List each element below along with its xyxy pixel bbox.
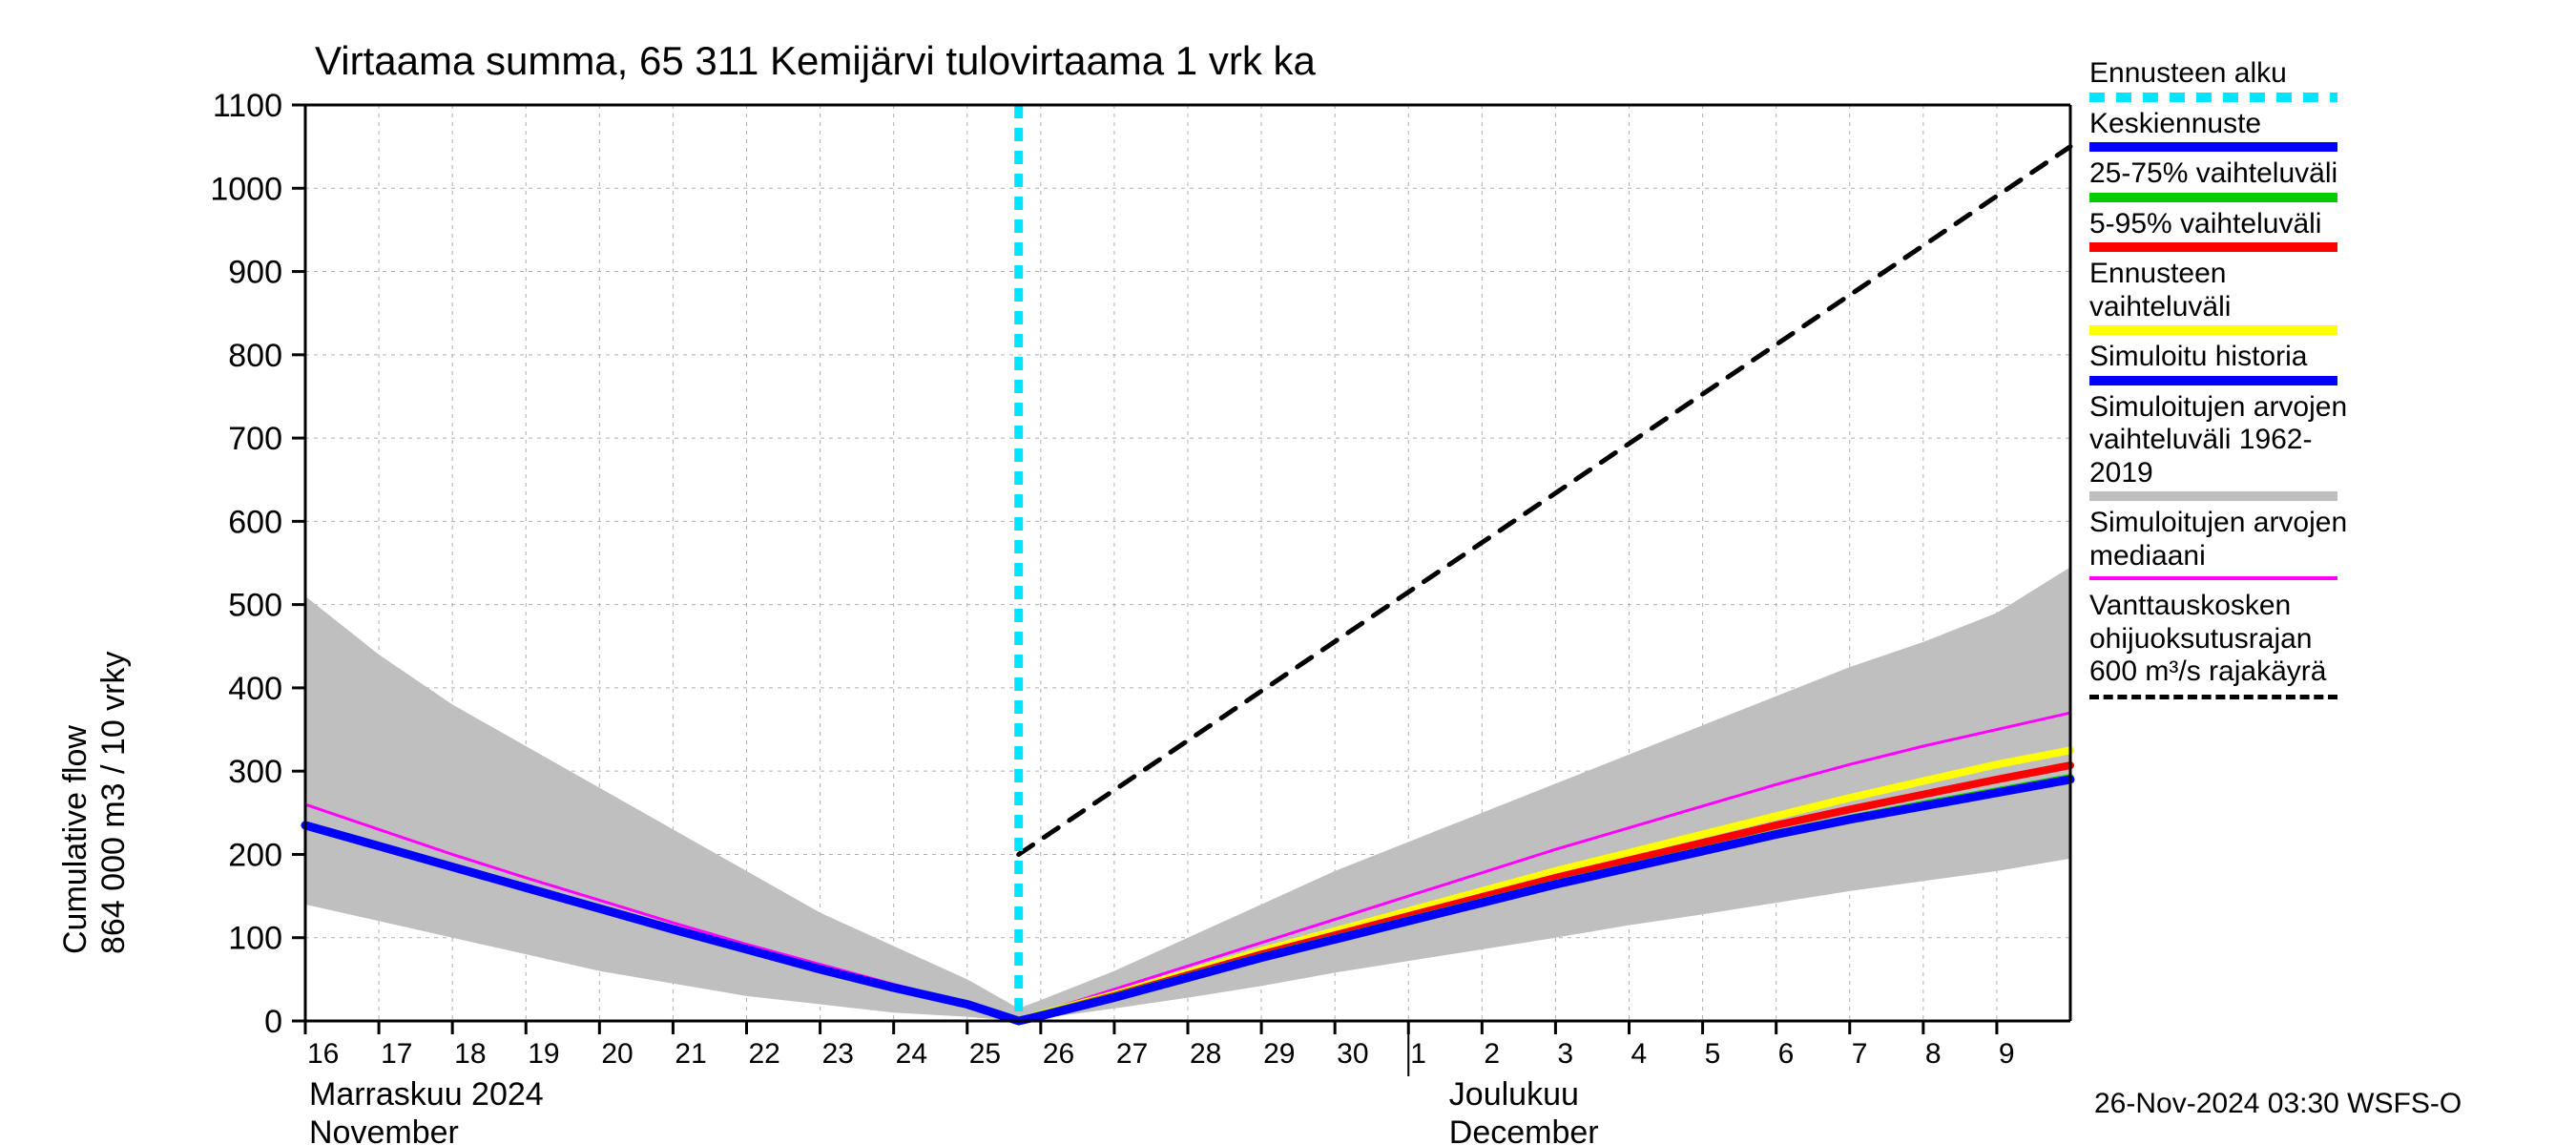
svg-text:7: 7	[1852, 1038, 1868, 1070]
svg-text:Marraskuu 2024: Marraskuu 2024	[309, 1076, 544, 1113]
svg-text:300: 300	[228, 754, 282, 790]
svg-text:9: 9	[1999, 1038, 2015, 1070]
svg-text:100: 100	[228, 921, 282, 957]
svg-text:Joulukuu: Joulukuu	[1449, 1076, 1579, 1113]
svg-text:23: 23	[822, 1038, 854, 1070]
svg-text:29: 29	[1263, 1038, 1295, 1070]
svg-text:1: 1	[1410, 1038, 1426, 1070]
svg-text:November: November	[309, 1114, 459, 1145]
svg-text:1000: 1000	[210, 171, 282, 207]
svg-text:4: 4	[1631, 1038, 1648, 1070]
legend-item: Vanttauskosken ohijuoksutusrajan 600 m³/…	[2089, 590, 2376, 699]
svg-text:600: 600	[228, 504, 282, 540]
svg-text:900: 900	[228, 255, 282, 291]
svg-text:24: 24	[896, 1038, 927, 1070]
svg-text:6: 6	[1778, 1038, 1795, 1070]
legend-label: Ennusteen alku	[2089, 57, 2376, 91]
svg-text:16: 16	[307, 1038, 339, 1070]
legend-swatch	[2089, 193, 2337, 202]
legend-swatch	[2089, 695, 2337, 699]
chart-title: Virtaama summa, 65 311 Kemijärvi tulovir…	[315, 38, 1316, 84]
svg-text:26: 26	[1043, 1038, 1074, 1070]
svg-text:25: 25	[969, 1038, 1001, 1070]
svg-text:3: 3	[1557, 1038, 1573, 1070]
svg-text:0: 0	[264, 1004, 282, 1040]
legend-item: Ennusteen alku	[2089, 57, 2376, 102]
svg-text:17: 17	[381, 1038, 412, 1070]
svg-text:700: 700	[228, 421, 282, 457]
svg-text:400: 400	[228, 671, 282, 707]
svg-text:30: 30	[1337, 1038, 1368, 1070]
legend-label: Ennusteen vaihteluväli	[2089, 258, 2376, 323]
svg-text:5: 5	[1705, 1038, 1721, 1070]
svg-text:22: 22	[749, 1038, 780, 1070]
legend-item: Ennusteen vaihteluväli	[2089, 258, 2376, 335]
legend-label: Simuloitujen arvojen mediaani	[2089, 507, 2376, 572]
svg-text:800: 800	[228, 338, 282, 374]
svg-text:21: 21	[675, 1038, 706, 1070]
legend-item: Simuloitujen arvojen mediaani	[2089, 507, 2376, 580]
legend-label: Simuloitujen arvojen vaihteluväli 1962-2…	[2089, 391, 2376, 490]
svg-text:2: 2	[1484, 1038, 1500, 1070]
svg-text:28: 28	[1190, 1038, 1221, 1070]
legend-item: Keskiennuste	[2089, 108, 2376, 153]
svg-text:8: 8	[1925, 1038, 1942, 1070]
y-axis-label-1: Cumulative flow	[57, 725, 94, 954]
svg-text:19: 19	[528, 1038, 559, 1070]
svg-text:18: 18	[454, 1038, 486, 1070]
legend-label: Vanttauskosken ohijuoksutusrajan 600 m³/…	[2089, 590, 2376, 689]
legend-label: Simuloitu historia	[2089, 341, 2376, 374]
svg-text:500: 500	[228, 588, 282, 624]
svg-text:1100: 1100	[213, 88, 282, 124]
chart-container: Virtaama summa, 65 311 Kemijärvi tulovir…	[0, 0, 2576, 1145]
legend-swatch	[2089, 491, 2337, 501]
y-axis-label-2: 864 000 m3 / 10 vrky	[95, 651, 133, 954]
legend-swatch	[2089, 93, 2337, 102]
legend-item: 5-95% vaihteluväli	[2089, 208, 2376, 253]
legend-label: 5-95% vaihteluväli	[2089, 208, 2376, 241]
legend-swatch	[2089, 376, 2337, 385]
svg-text:20: 20	[601, 1038, 633, 1070]
legend-item: 25-75% vaihteluväli	[2089, 157, 2376, 202]
legend-swatch	[2089, 576, 2337, 580]
legend-swatch	[2089, 242, 2337, 252]
legend: Ennusteen alku Keskiennuste 25-75% vaihtel…	[2089, 57, 2376, 709]
legend-label: 25-75% vaihteluväli	[2089, 157, 2376, 191]
svg-text:200: 200	[228, 837, 282, 873]
legend-item: Simuloitu historia	[2089, 341, 2376, 385]
legend-swatch	[2089, 325, 2337, 335]
legend-item: Simuloitujen arvojen vaihteluväli 1962-2…	[2089, 391, 2376, 502]
legend-label: Keskiennuste	[2089, 108, 2376, 141]
timestamp: 26-Nov-2024 03:30 WSFS-O	[2094, 1088, 2462, 1120]
svg-text:27: 27	[1116, 1038, 1148, 1070]
svg-text:December: December	[1449, 1114, 1599, 1145]
legend-swatch	[2089, 142, 2337, 152]
